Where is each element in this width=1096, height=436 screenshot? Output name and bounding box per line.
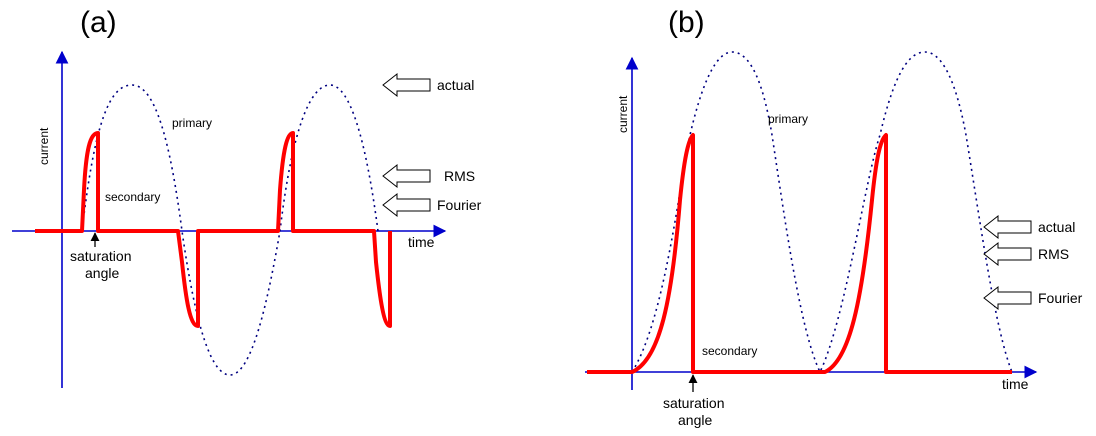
secondary-current-curve [35,131,392,328]
arrow-rms: RMS [983,241,1069,267]
arrow-fourier-label: Fourier [1038,290,1083,306]
primary-label: primary [768,112,808,126]
secondary-label: secondary [105,190,160,204]
y-axis-label: current [37,127,51,165]
y-axis-label: current [616,95,630,133]
arrow-rms-label: RMS [444,168,475,184]
x-axis-label: time [1002,376,1029,392]
panel-a: (a) current time primary secondary satur… [12,6,482,388]
arrow-rms-label: RMS [1038,246,1069,262]
primary-current-curve [631,51,1013,374]
arrow-actual-label: actual [437,77,474,93]
arrow-fourier: Fourier [382,192,482,218]
primary-label: primary [172,116,212,130]
arrow-actual-label: actual [1038,219,1075,235]
x-axis-label: time [408,234,435,250]
arrow-rms: RMS [382,163,475,189]
panel-b: (b) current time primary secondary satur… [585,6,1083,428]
secondary-current-curve [587,133,1012,374]
saturation-label-line2: angle [85,265,119,281]
arrow-actual: actual [983,214,1075,240]
arrow-actual: actual [382,72,474,98]
saturation-label-line1: saturation [663,395,724,411]
arrow-fourier-label: Fourier [437,197,482,213]
saturation-label-line1: saturation [70,248,131,264]
secondary-label: secondary [702,344,757,358]
panel-a-label: (a) [80,6,117,39]
panel-b-label: (b) [668,6,705,39]
arrow-fourier: Fourier [983,285,1083,311]
saturation-label-line2: angle [678,412,712,428]
